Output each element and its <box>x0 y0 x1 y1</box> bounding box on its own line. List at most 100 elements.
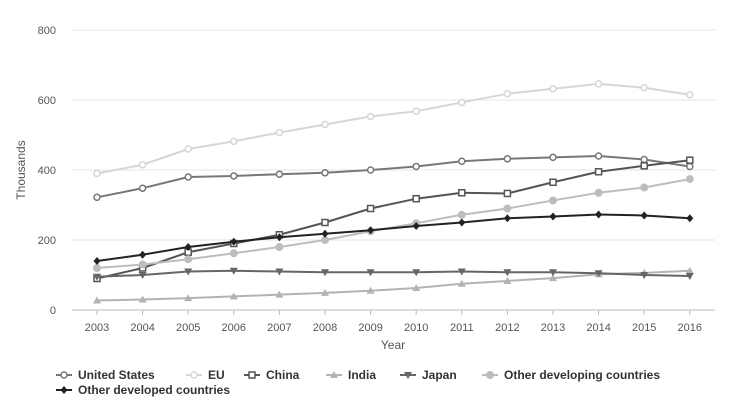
data-point <box>229 292 238 300</box>
data-point <box>640 211 648 220</box>
data-point <box>275 243 284 251</box>
data-point <box>458 218 466 227</box>
series-other-developed-countries <box>93 210 694 265</box>
series-japan <box>93 267 694 281</box>
data-point <box>184 268 193 276</box>
data-point <box>93 273 101 281</box>
data-point <box>686 91 694 99</box>
data-point <box>93 169 101 178</box>
data-point <box>549 153 557 162</box>
data-point <box>640 155 648 164</box>
data-point <box>321 229 329 238</box>
data-point <box>685 273 694 281</box>
data-point <box>503 89 512 98</box>
data-point <box>366 269 375 277</box>
data-point <box>229 249 238 258</box>
legend: United States EU China India Japan Other deve… <box>56 368 660 397</box>
data-point <box>93 193 101 202</box>
data-point <box>275 268 284 276</box>
legend-item: China <box>244 368 300 382</box>
x-tick-label: 2009 <box>358 322 382 334</box>
data-point <box>685 175 694 184</box>
data-point <box>412 194 420 203</box>
data-point <box>275 170 284 178</box>
data-point <box>685 266 694 274</box>
data-point <box>594 188 603 197</box>
data-point <box>321 120 329 129</box>
gridlines <box>72 29 715 311</box>
legend-item: Other developed countries <box>56 383 230 397</box>
data-point <box>93 257 101 265</box>
legend-marker <box>404 372 412 379</box>
series-line <box>96 269 690 302</box>
data-point <box>412 222 420 230</box>
y-tick-label: 800 <box>38 25 56 37</box>
data-point <box>275 290 284 298</box>
series-line <box>96 82 690 175</box>
data-point <box>184 243 192 251</box>
data-point <box>686 214 694 223</box>
legend-label: Other developed countries <box>78 383 230 397</box>
series-line <box>96 154 690 199</box>
legend-label: India <box>348 368 376 382</box>
x-tick-label: 2008 <box>313 322 337 334</box>
data-point <box>366 286 375 294</box>
data-point <box>686 156 694 164</box>
x-tick-label: 2003 <box>85 322 109 334</box>
data-point <box>412 107 420 115</box>
x-tick-label: 2011 <box>450 322 474 334</box>
legend-item: EU <box>186 368 225 382</box>
x-tick-label: 2005 <box>176 322 200 334</box>
y-tick-label: 200 <box>38 235 56 247</box>
y-tick-label: 0 <box>50 305 56 317</box>
legend-marker <box>486 371 494 379</box>
data-point <box>640 84 648 92</box>
data-point <box>367 226 375 235</box>
data-point <box>458 157 466 165</box>
data-point <box>640 162 648 170</box>
series-line <box>96 269 690 278</box>
x-tick-label: 2014 <box>586 322 610 334</box>
series-line <box>96 213 690 262</box>
legend-item: Other developing countries <box>482 368 660 382</box>
series-other-developing-countries <box>93 175 694 272</box>
x-axis-title: Year <box>381 338 405 352</box>
legend-marker <box>248 371 256 379</box>
data-point <box>321 288 329 296</box>
data-point <box>412 269 421 277</box>
legend-label: Japan <box>422 368 457 382</box>
data-point <box>321 169 329 177</box>
data-point <box>640 272 649 279</box>
y-tick-label: 600 <box>38 95 56 107</box>
x-axis-tick-labels: 2003 2004 2005 2006 2007 2008 2009 2010 2011 2012… <box>85 310 702 334</box>
data-point <box>458 98 466 107</box>
data-point <box>457 279 466 287</box>
data-point <box>549 274 557 282</box>
data-point <box>457 210 466 219</box>
legend-label: Other developing countries <box>504 368 660 382</box>
data-point <box>640 183 649 192</box>
x-tick-label: 2010 <box>404 322 428 334</box>
data-point <box>366 204 375 213</box>
data-point <box>595 210 603 219</box>
data-point <box>686 162 694 171</box>
data-point <box>275 128 284 137</box>
x-tick-label: 2007 <box>267 322 291 334</box>
data-point <box>549 178 557 186</box>
data-point <box>503 155 512 163</box>
data-point <box>321 218 329 227</box>
series-china <box>93 156 694 283</box>
data-point <box>138 161 147 169</box>
data-point <box>184 255 193 264</box>
data-point <box>229 267 238 275</box>
series-eu <box>93 80 694 178</box>
data-point <box>594 168 603 176</box>
y-tick-label: 400 <box>38 165 56 177</box>
data-point <box>93 264 101 272</box>
legend-label: China <box>266 368 300 382</box>
data-point <box>184 145 192 153</box>
data-point <box>594 270 603 278</box>
series-layer <box>93 80 694 304</box>
data-point <box>412 283 421 291</box>
